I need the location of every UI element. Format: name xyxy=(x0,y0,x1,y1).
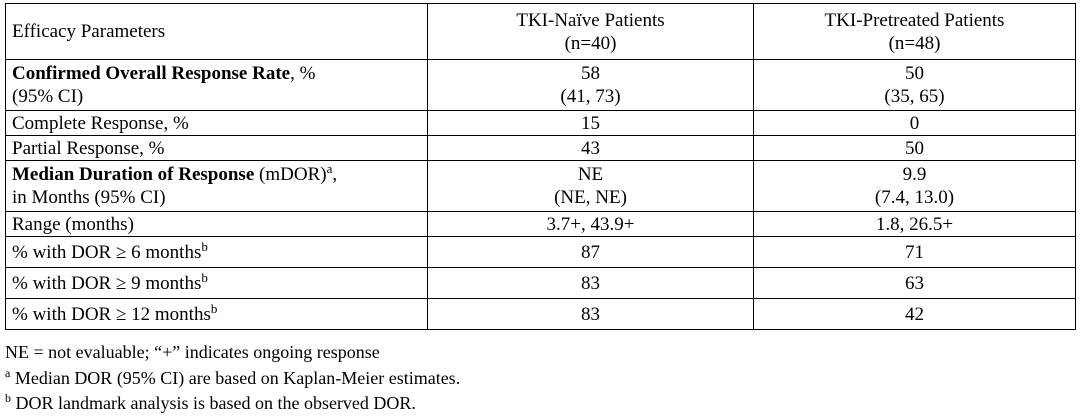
complete-response-pre: 0 xyxy=(753,110,1076,136)
orr-naive-cell: 58 (41, 73) xyxy=(427,59,754,111)
dor-6-naive: 87 xyxy=(427,236,754,268)
header-tki-naive-name: TKI-Naïve Patients xyxy=(516,9,665,31)
dor-12-pre: 42 xyxy=(753,298,1076,330)
mdor-label-rest: (mDOR) xyxy=(254,164,327,185)
efficacy-table: Efficacy Parameters TKI-Naïve Patients (… xyxy=(5,3,1076,330)
table-row-dor-12: % with DOR ≥ 12 monthsb 83 42 xyxy=(5,298,1076,330)
row-label-orr: Confirmed Overall Response Rate, % (95% … xyxy=(5,59,428,111)
footnote-a-text: Median DOR (95% CI) are based on Kaplan-… xyxy=(10,367,461,388)
row-label-range: Range (months) xyxy=(5,211,428,237)
mdor-pre-cell: 9.9 (7.4, 13.0) xyxy=(753,160,1076,212)
dor-12-naive: 83 xyxy=(427,298,754,330)
mdor-footnote-mark: a xyxy=(326,161,333,176)
complete-response-naive: 15 xyxy=(427,110,754,136)
table-row-mdor: Median Duration of Response (mDOR)a, in … xyxy=(5,160,1076,212)
range-pre: 1.8, 26.5+ xyxy=(753,211,1076,237)
row-label-dor-12: % with DOR ≥ 12 monthsb xyxy=(5,298,428,330)
footnote-b-text: DOR landmark analysis is based on the ob… xyxy=(11,393,416,413)
mdor-pre-value: 9.9 xyxy=(902,164,927,185)
dor-9-naive: 83 xyxy=(427,267,754,299)
footnote-a-mark: a xyxy=(5,365,11,380)
header-tki-pretreated: TKI-Pretreated Patients (n=48) xyxy=(753,3,1076,60)
dor-9-pre: 63 xyxy=(753,267,1076,299)
mdor-label-tail: , xyxy=(332,164,338,185)
dor-12-label: % with DOR ≥ 12 months xyxy=(12,303,211,325)
row-label-mdor: Median Duration of Response (mDOR)a, in … xyxy=(5,160,428,212)
row-label-dor-6: % with DOR ≥ 6 monthsb xyxy=(5,236,428,268)
orr-label-line2: (95% CI) xyxy=(12,86,84,107)
table-row-complete-response: Complete Response, % 15 0 xyxy=(5,110,1076,136)
dor-6-label: % with DOR ≥ 6 months xyxy=(12,241,202,263)
orr-label-rest: , % xyxy=(290,63,316,84)
row-label-dor-9: % with DOR ≥ 9 monthsb xyxy=(5,267,428,299)
mdor-label-line2: in Months (95% CI) xyxy=(12,187,166,208)
header-tki-pretreated-name: TKI-Pretreated Patients xyxy=(824,9,1005,31)
mdor-pre-ci: (7.4, 13.0) xyxy=(874,187,955,208)
range-naive: 3.7+, 43.9+ xyxy=(427,211,754,237)
dor-12-footnote-mark: b xyxy=(210,300,218,316)
orr-pre-ci: (35, 65) xyxy=(884,86,945,107)
dor-6-pre: 71 xyxy=(753,236,1076,268)
partial-response-pre: 50 xyxy=(753,135,1076,161)
row-label-partial-response: Partial Response, % xyxy=(5,135,428,161)
orr-pre-value: 50 xyxy=(905,63,924,84)
table-row-partial-response: Partial Response, % 43 50 xyxy=(5,135,1076,161)
dor-9-footnote-mark: b xyxy=(201,269,208,285)
partial-response-naive: 43 xyxy=(427,135,754,161)
orr-naive-value: 58 xyxy=(581,63,600,84)
footnote-ne: NE = not evaluable; “+” indicates ongoin… xyxy=(5,342,380,362)
table-row-range: Range (months) 3.7+, 43.9+ 1.8, 26.5+ xyxy=(5,211,1076,237)
header-efficacy-parameters: Efficacy Parameters xyxy=(5,3,428,60)
table-row-dor-6: % with DOR ≥ 6 monthsb 87 71 xyxy=(5,236,1076,268)
mdor-naive-value: NE xyxy=(577,164,604,185)
header-tki-naive: TKI-Naïve Patients (n=40) xyxy=(427,3,754,60)
mdor-naive-cell: NE (NE, NE) xyxy=(427,160,754,212)
mdor-naive-ci: (NE, NE) xyxy=(554,187,627,208)
dor-6-footnote-mark: b xyxy=(201,238,208,254)
footnote-b-mark: b xyxy=(5,391,11,405)
dor-9-label: % with DOR ≥ 9 months xyxy=(12,272,202,294)
footnote-a: a Median DOR (95% CI) are based on Kapla… xyxy=(5,366,1075,392)
footnote-b: b DOR landmark analysis is based on the … xyxy=(5,391,1075,417)
header-tki-naive-n: (n=40) xyxy=(564,32,617,54)
orr-pre-cell: 50 (35, 65) xyxy=(753,59,1076,111)
table-footnotes: NE = not evaluable; “+” indicates ongoin… xyxy=(5,340,1075,417)
table-header-row: Efficacy Parameters TKI-Naïve Patients (… xyxy=(5,3,1076,60)
mdor-label-bold: Median Duration of Response xyxy=(12,164,255,185)
orr-label-bold: Confirmed Overall Response Rate xyxy=(12,63,291,84)
efficacy-table-container: Efficacy Parameters TKI-Naïve Patients (… xyxy=(5,3,1076,330)
header-tki-pretreated-n: (n=48) xyxy=(888,32,941,54)
orr-naive-ci: (41, 73) xyxy=(560,86,621,107)
row-label-complete-response: Complete Response, % xyxy=(5,110,428,136)
table-row-dor-9: % with DOR ≥ 9 monthsb 83 63 xyxy=(5,267,1076,299)
table-row-orr: Confirmed Overall Response Rate, % (95% … xyxy=(5,59,1076,111)
